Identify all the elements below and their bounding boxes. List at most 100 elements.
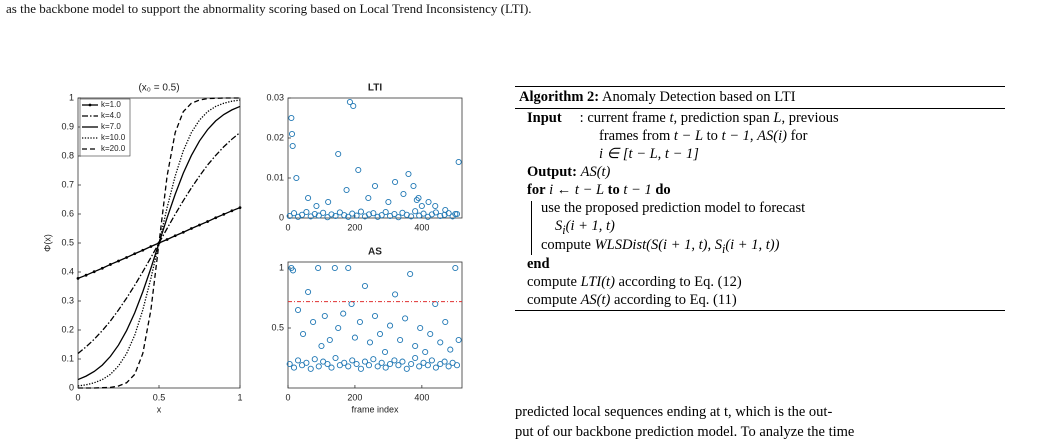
y-tick-label: 0.2 [61,324,74,334]
scatter-point [370,210,377,217]
t: , prediction span [673,110,774,126]
scatter-point [420,210,427,217]
scatter-point [441,358,448,365]
curve-marker [141,248,145,252]
math: WLSDist(S(i + 1, t), S [594,237,722,253]
curve-marker [206,220,210,223]
scatter-point [300,330,307,338]
scatter-point [392,178,399,186]
scatter-point [345,264,352,272]
scatter-point [397,336,404,344]
y-tick-label: 0.1 [61,353,74,363]
scatter-point [345,363,352,370]
x-tick-label: 0 [285,392,290,402]
y-tick-label: 0 [279,212,284,222]
kw: Input [527,110,562,126]
scatter-point [290,364,298,371]
scatter-point [356,318,363,326]
scatter-point [385,198,392,206]
t: : [579,110,584,126]
scatter-point [415,194,422,202]
t: according to Eq. (12) [614,274,742,290]
curve-marker [117,259,120,263]
scatter-point [371,312,379,320]
t: to [703,128,722,144]
scatter-point [432,209,439,216]
scatter-point [418,202,425,210]
math: t [669,110,674,126]
kw: do [655,182,671,198]
t: , [749,128,758,144]
scatter-point [289,267,297,274]
math: t − L [673,128,704,144]
algo-line: i ∈ [t − L, t − 1] [599,146,699,162]
curve-marker [92,270,96,274]
math: AS(i) [757,128,787,144]
scatter-point [286,212,293,220]
y-tick-label: 0 [69,382,74,392]
scatter-point [442,206,449,214]
scatter-point [321,312,328,320]
algo-line: compute LTI(t) according to Eq. (12) [527,274,742,291]
scatter-point [286,360,293,368]
algorithm-body: Input: current frame t, prediction span … [515,109,1005,308]
scatter-point [324,360,331,368]
math: t − 1 [623,182,652,198]
scatter-point [445,210,452,217]
scatter-point [353,360,360,368]
scatter-point [313,202,320,210]
algo-line: Input: current frame t, prediction span … [527,110,839,127]
scatter-point [310,318,317,326]
scatter-point [361,282,369,290]
kw: for [527,182,546,198]
math: i [562,222,566,237]
scatter-point [348,300,355,308]
scatter-point [374,363,381,370]
x-tick-label: 0 [285,222,290,232]
x-axis-label: x [157,404,162,414]
scatter-point [355,166,362,174]
scatter-point [371,182,379,190]
scatter-point [392,291,399,298]
legend-label: k=1.0 [101,100,121,109]
legend-label: k=7.0 [101,122,121,131]
figure: 0 0.1 0.2 0.3 0.4 0.5 0.6 0.7 0.8 0.9 1 0 0.5 1 (x₀ = … [42,83,463,414]
plot-frame [287,261,463,389]
t: compute [541,237,595,253]
legend-label: k=10.0 [101,133,126,142]
x-axis-label: frame index [351,404,399,414]
scatter-point [395,214,402,221]
scatter-point [357,365,364,372]
scatter-point [318,342,325,350]
curve-marker [230,209,234,213]
scatter-point [399,358,406,365]
scatter-point [311,356,318,363]
legend-label: k=20.0 [101,144,126,153]
body-text: predicted local sequences ending at t, w… [515,402,1005,442]
scatter-point [405,170,412,178]
scatter-point [453,362,461,369]
scatter-point [311,210,318,218]
scatter-point [402,315,409,322]
y-tick-label: 0.3 [61,295,74,305]
algo-line: compute WLSDist(S(i + 1, t), Si(i + 1, t… [541,237,779,257]
scatter-point [340,310,347,317]
x-tick-label: 200 [347,222,362,232]
legend-dot [88,103,92,107]
scatter-point [395,362,402,369]
scatter-point [288,114,295,122]
t: according to Eq. (11) [610,292,737,308]
algo-line: compute AS(t) according to Eq. (11) [527,292,737,309]
scatter-point [299,211,306,218]
scatter-point [432,300,439,308]
x-tick-label: 200 [347,392,362,402]
scatter-point [320,209,327,216]
scatter-point [365,194,372,202]
scatter-point [365,211,373,218]
curve-marker [109,263,112,266]
algorithm-rule [515,310,1005,311]
scatter-point [332,354,339,362]
scatter-point [341,212,348,219]
scatter-point [416,363,423,370]
